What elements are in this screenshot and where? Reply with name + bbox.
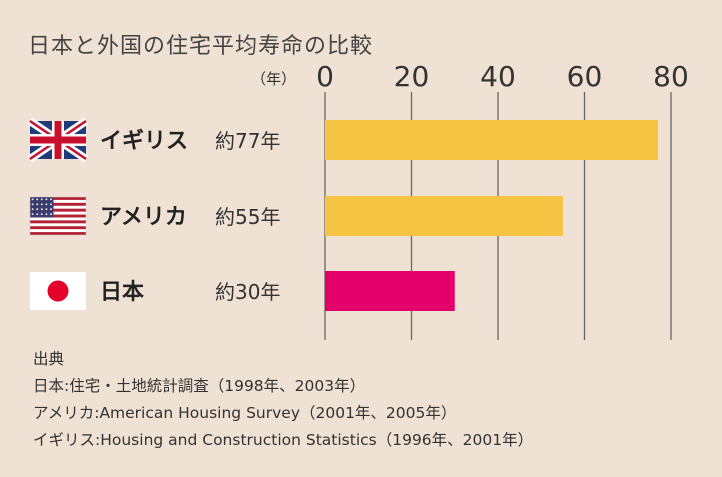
x-tick-label: 20 (394, 60, 430, 93)
us-flag-icon (29, 196, 87, 236)
category-label: アメリカ (100, 205, 187, 230)
bar (325, 271, 455, 311)
source-line-uk: イギリス:Housing and Construction Statistics… (33, 431, 534, 449)
source-line-usa: アメリカ:American Housing Survey（2001年、2005年… (33, 404, 457, 422)
value-label: 約77年 (215, 129, 280, 153)
x-tick-label: 40 (480, 60, 516, 93)
value-label: 約55年 (215, 205, 280, 229)
x-tick-label: 60 (567, 60, 603, 93)
category-label: イギリス (100, 129, 188, 154)
bars (325, 120, 659, 311)
japan-flag-icon (30, 272, 86, 310)
source-heading: 出典 (33, 350, 65, 368)
source-line-japan: 日本:住宅・土地統計調査（1998年、2003年） (33, 377, 366, 395)
x-axis-ticks: 0 20 40 60 80 (316, 60, 689, 93)
x-tick-label: 80 (653, 60, 689, 93)
bar (325, 196, 563, 236)
bar (325, 120, 659, 160)
value-label: 約30年 (215, 280, 280, 304)
chart-title: 日本と外国の住宅平均寿命の比較 (28, 34, 374, 59)
source-note: 出典 日本:住宅・土地統計調査（1998年、2003年） アメリカ:Americ… (33, 346, 533, 454)
x-tick-label: 0 (316, 60, 334, 93)
category-label: 日本 (100, 280, 144, 305)
unit-label: （年） (251, 70, 296, 88)
uk-flag-icon (27, 117, 89, 163)
